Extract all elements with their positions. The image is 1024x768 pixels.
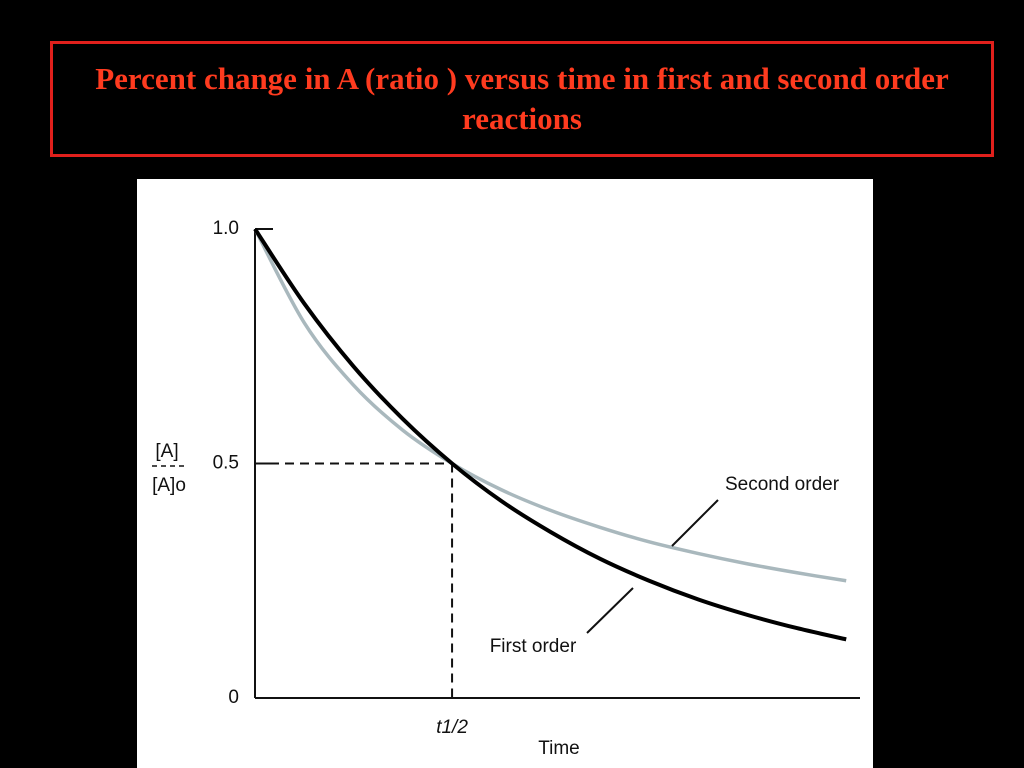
series-line	[253, 228, 847, 583]
plot-background	[137, 179, 873, 768]
y-tick-label: 0	[228, 687, 239, 708]
chart-title: Percent change in A (ratio ) versus time…	[95, 61, 949, 136]
chart: 0 0.5 1.0 t1/2 Time [A] [A]o First order Second …	[137, 179, 873, 768]
title-box: Percent change in A (ratio ) versus time…	[50, 41, 994, 157]
y-axis-label-denominator: [A]o	[152, 475, 186, 496]
series-label: Second order	[725, 474, 840, 495]
x-tick-label: t1/2	[436, 717, 468, 738]
leader-line	[586, 587, 634, 634]
leader-line	[671, 499, 719, 547]
series-line	[253, 227, 847, 642]
y-tick-label: 0.5	[213, 453, 239, 474]
y-axis-label-numerator: [A]	[155, 441, 178, 462]
x-axis-label: Time	[538, 738, 580, 759]
y-tick-label: 1.0	[213, 218, 239, 239]
series-label: First order	[490, 636, 577, 657]
